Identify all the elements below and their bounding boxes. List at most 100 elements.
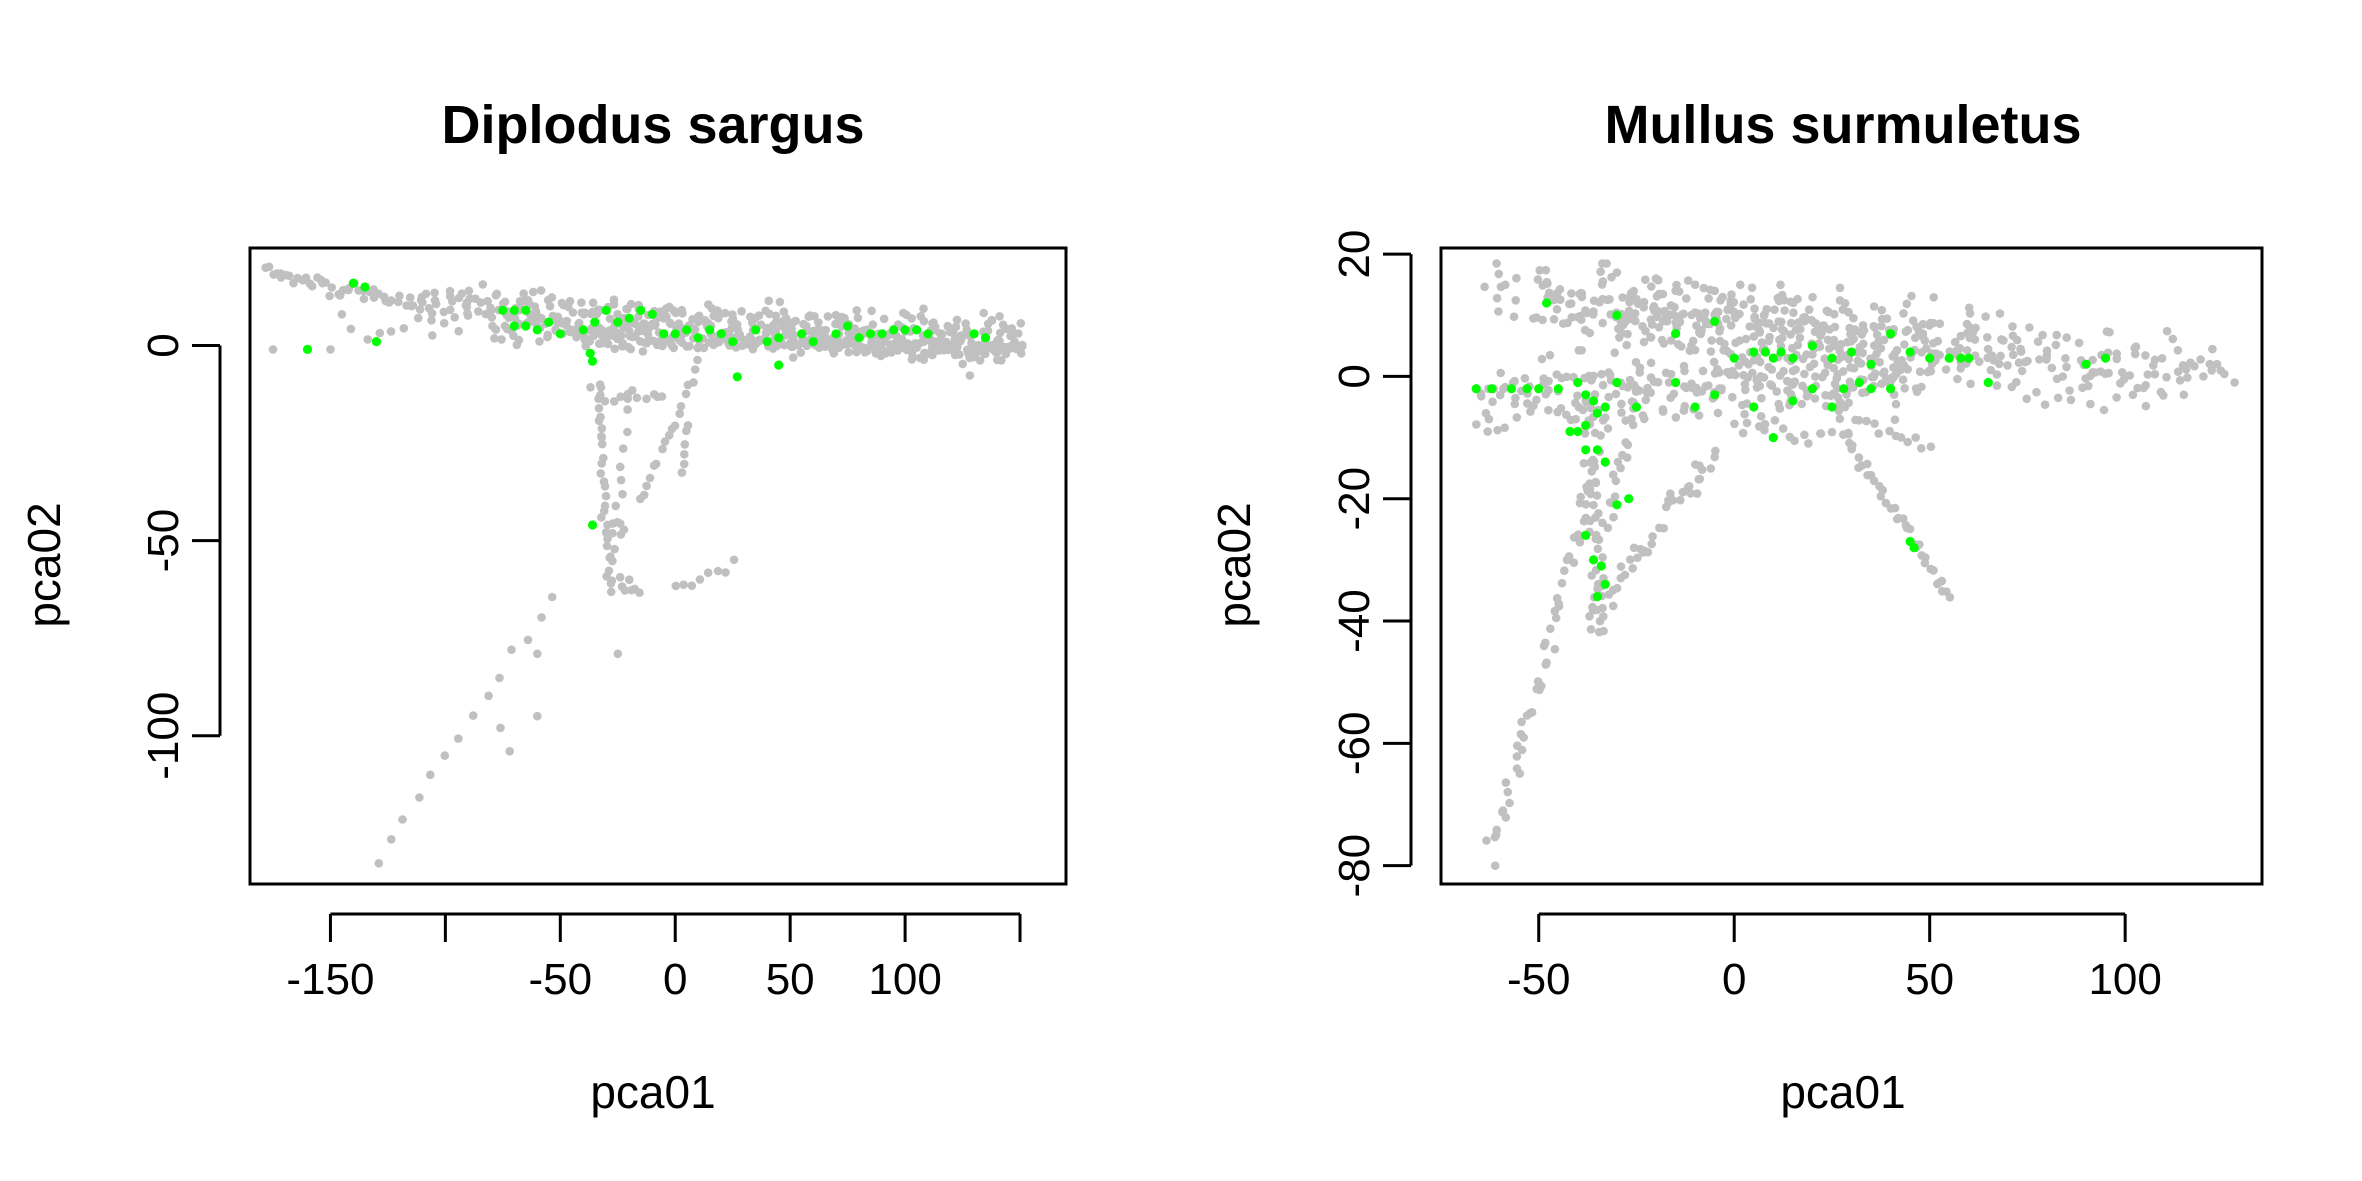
background-point [952, 315, 962, 325]
background-point [1965, 323, 1975, 332]
background-point [765, 309, 774, 319]
background-point [1751, 322, 1761, 332]
background-point [853, 313, 863, 323]
background-point [814, 318, 823, 327]
background-point [1616, 573, 1626, 583]
background-point [1654, 323, 1664, 332]
background-point [1933, 336, 1943, 346]
background-point [1482, 836, 1491, 845]
background-point [1593, 544, 1603, 554]
highlight-point [1944, 353, 1954, 363]
data-points [1471, 259, 2239, 870]
background-point [2150, 355, 2160, 365]
background-point [457, 289, 467, 298]
background-point [1741, 357, 1750, 367]
background-point [1671, 413, 1681, 422]
background-point [1612, 268, 1622, 277]
background-point [1664, 378, 1674, 387]
background-point [497, 335, 506, 344]
data-points [261, 262, 1027, 868]
background-point [1512, 752, 1522, 761]
background-point [430, 288, 439, 298]
background-point [1598, 603, 1607, 613]
background-point [1825, 344, 1834, 353]
background-point [683, 380, 693, 390]
y-tick-label: -20 [1330, 467, 1379, 531]
x-axis-label: pca01 [1780, 1066, 1905, 1118]
highlight-point [1827, 402, 1837, 412]
background-point [666, 319, 675, 329]
background-point [415, 305, 425, 314]
background-point [628, 332, 637, 342]
background-point [1869, 302, 1879, 311]
background-point [2033, 337, 2043, 347]
y-axis-ticks: 20 0 -20 -40 -60 -80 [1330, 230, 1413, 897]
highlight-point [728, 337, 738, 347]
background-point [1586, 625, 1596, 634]
highlight-point [1471, 384, 1481, 394]
background-point [2143, 370, 2153, 379]
background-point [2007, 382, 2017, 392]
background-point [2199, 372, 2208, 381]
background-point [1579, 459, 1589, 468]
background-point [1611, 389, 1621, 399]
highlight-point [797, 329, 807, 339]
highlight-point [1768, 353, 1778, 363]
background-point [1678, 487, 1688, 497]
scatter-panel-diplodus-sargus: Diplodus sargus pca01 pca02 -150 -50 0 50 10… [18, 95, 1068, 1118]
background-point [2065, 386, 2074, 395]
background-point [1925, 321, 1934, 330]
background-point [687, 581, 697, 590]
background-point [1695, 474, 1705, 484]
highlight-point [923, 329, 933, 339]
background-point [1870, 323, 1879, 332]
background-point [953, 343, 962, 352]
background-point [2173, 367, 2183, 377]
background-point [1495, 390, 1505, 400]
background-point [507, 645, 516, 654]
background-point [2017, 366, 2027, 376]
background-point [1494, 307, 1503, 316]
background-point [408, 301, 418, 310]
background-point [1569, 533, 1579, 542]
background-point [1750, 304, 1759, 314]
background-point [693, 343, 703, 353]
highlight-point [1600, 579, 1610, 589]
background-point [671, 581, 681, 591]
background-point [1844, 430, 1853, 439]
background-point [505, 747, 514, 756]
background-point [1741, 334, 1751, 344]
background-point [623, 304, 632, 314]
background-point [1646, 358, 1656, 368]
background-point [1007, 324, 1016, 333]
background-point [1757, 393, 1766, 403]
x-tick-label: -150 [286, 955, 374, 1004]
background-point [1648, 532, 1657, 541]
background-point [955, 350, 964, 359]
background-point [1493, 425, 1502, 435]
background-point [415, 793, 424, 802]
background-point [1816, 429, 1825, 438]
background-point [1903, 365, 1912, 374]
x-tick-label: -50 [1507, 955, 1571, 1004]
highlight-point [590, 317, 600, 327]
y-tick-label: -40 [1330, 589, 1379, 653]
background-point [728, 310, 737, 319]
background-point [1510, 376, 1519, 386]
background-point [1633, 553, 1642, 562]
background-point [1552, 288, 1562, 298]
background-point [1835, 414, 1845, 424]
highlight-point [831, 329, 841, 339]
highlight-point [1983, 377, 1993, 388]
background-point [1509, 312, 1519, 322]
background-point [1666, 336, 1676, 345]
background-point [2183, 373, 2192, 382]
highlight-point [1788, 353, 1798, 363]
background-point [2007, 342, 2016, 352]
background-point [1901, 327, 1911, 337]
background-point [1544, 288, 1554, 298]
background-point [1565, 299, 1574, 309]
highlight-point [1588, 555, 1599, 565]
background-point [1713, 408, 1723, 418]
background-point [957, 334, 966, 344]
